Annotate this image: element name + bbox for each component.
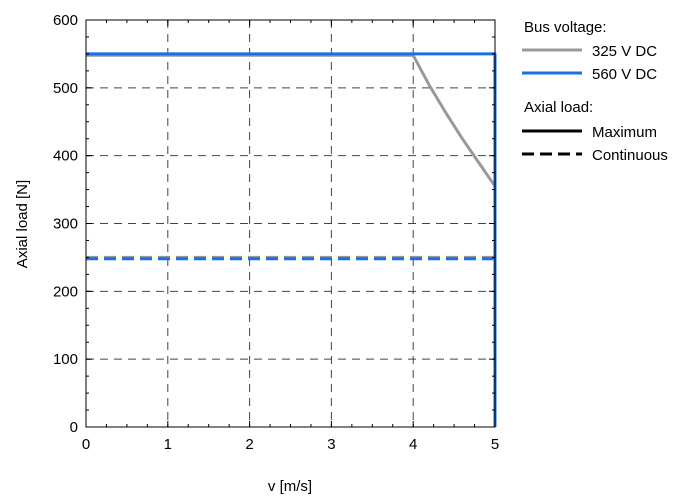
grid [86, 20, 495, 427]
series-line-0 [86, 53, 497, 188]
y-axis-label: Axial load [N] [14, 180, 31, 268]
x-tick-label: 0 [82, 436, 90, 453]
x-tick-label: 3 [327, 436, 335, 453]
legend: Bus voltage: 325 V DC 560 V DC Axial loa… [522, 19, 668, 164]
legend-label-325: 325 V DC [592, 43, 657, 60]
legend-label-continuous: Continuous [592, 147, 668, 164]
y-tick-label: 500 [53, 80, 78, 97]
legend-label-560: 560 V DC [592, 66, 657, 83]
x-tick-label: 1 [164, 436, 172, 453]
y-tick-label: 400 [53, 148, 78, 165]
x-tick-label: 4 [409, 436, 417, 453]
legend-voltage-title: Bus voltage: [524, 19, 607, 36]
y-tick-label: 300 [53, 216, 78, 233]
y-tick-label: 200 [53, 283, 78, 300]
y-tick-label: 0 [70, 419, 78, 436]
x-tick-label: 2 [245, 436, 253, 453]
legend-label-maximum: Maximum [592, 124, 657, 141]
x-tick-label: 5 [491, 436, 499, 453]
legend-load-title: Axial load: [524, 99, 593, 116]
series-line-2 [86, 52, 497, 427]
tick-labels: 0 1 2 3 4 5 0 100 200 300 400 500 600 [53, 12, 499, 453]
y-tick-label: 600 [53, 12, 78, 29]
series-layer [86, 52, 497, 427]
ticks [85, 19, 496, 428]
x-axis-label: v [m/s] [268, 478, 312, 495]
y-tick-label: 100 [53, 351, 78, 368]
